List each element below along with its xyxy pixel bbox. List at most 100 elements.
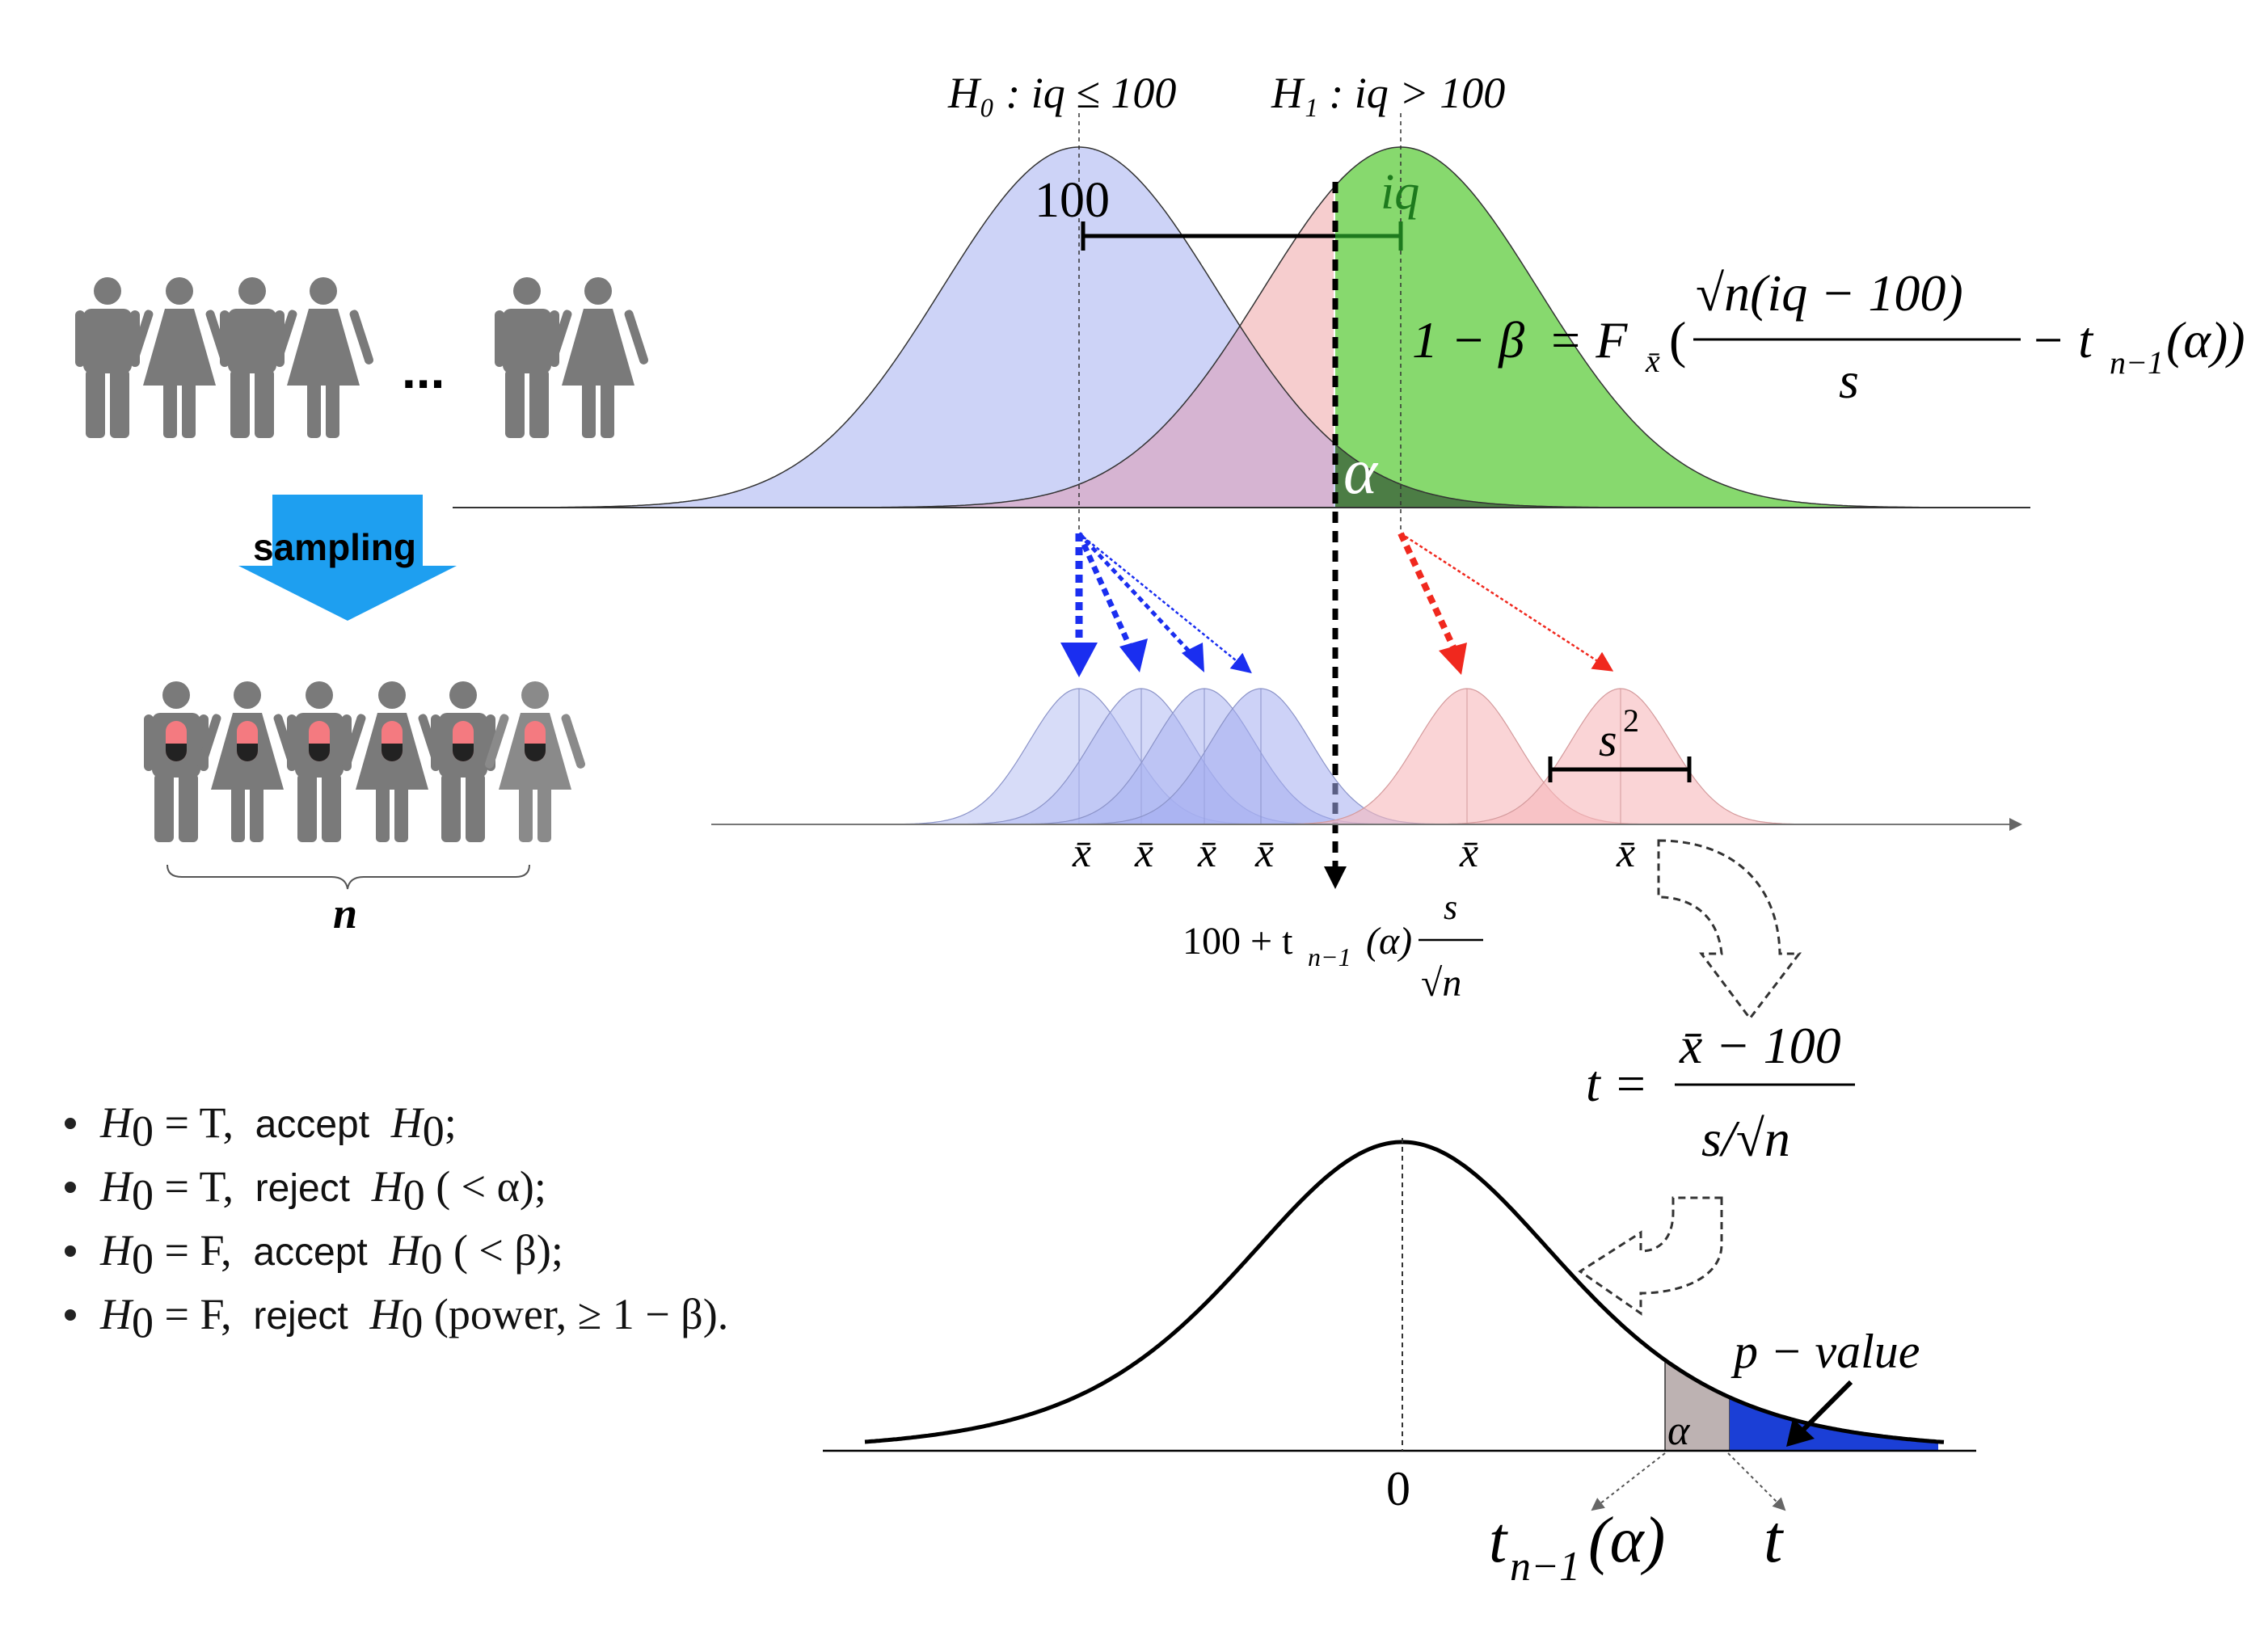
blue-arrowhead-1 [1060, 643, 1098, 677]
h0-curve-line [453, 146, 1704, 508]
sample-group [144, 681, 586, 842]
tcrit-pointer [1591, 1452, 1666, 1511]
crit-num: s [1444, 887, 1457, 927]
critical-value-arrowhead [1324, 866, 1347, 889]
crit-mid: (α) [1366, 920, 1412, 963]
t-formula-lhs: t = [1586, 1055, 1648, 1112]
crit-den: √n [1421, 962, 1461, 1005]
h1-power-region [1335, 147, 2029, 508]
outcome-note: (power, ≥ 1 − β). [423, 1290, 729, 1338]
female-person-icon [129, 277, 230, 438]
xbar-label: x̄ [1197, 830, 1216, 876]
power-tail: − t [2030, 311, 2094, 369]
power-numerator: √n(iq − 100) [1696, 264, 1963, 322]
power-rhs-sub: x̄ [1645, 343, 1660, 379]
male-person-icon [220, 277, 285, 438]
bullet-dot [65, 1245, 76, 1258]
h0-label: H₀ : iq ≤ 100 [947, 69, 1176, 117]
ellipsis: ... [402, 341, 445, 399]
h-symbol: H [100, 1098, 132, 1147]
h-sub-2: 0 [422, 1106, 445, 1156]
blue-arrowhead-2 [1119, 638, 1148, 672]
xbar-label: x̄ [1134, 830, 1153, 876]
t-distribution-plot [823, 1138, 1976, 1452]
xbar-label: x̄ [1616, 830, 1635, 876]
mean-difference-bracket [1081, 221, 1403, 251]
h-symbol-2: H [371, 1162, 403, 1211]
population-group [75, 277, 649, 438]
sampling-arrows [1060, 532, 1614, 677]
female-person-icon [547, 277, 649, 438]
h-symbol: H [100, 1290, 132, 1338]
tcrit-t: t [1489, 1505, 1508, 1576]
decision-outcomes-list: H0 = T, accept H0; H0 = T, reject H0 ( < … [65, 1091, 728, 1347]
h-sub-2: 0 [420, 1234, 443, 1283]
critical-value-formula: 100 + t n−1 (α) s √n [1182, 887, 1483, 1005]
open-paren: ( [1669, 311, 1686, 369]
h-symbol-2: H [390, 1098, 423, 1147]
xbar-label: x̄ [1254, 830, 1274, 876]
blue-arrowhead-3 [1182, 643, 1204, 672]
variance-exponent: 2 [1623, 702, 1639, 739]
power-formula: 1 − β = F x̄ ( √n(iq − 100) s − t n−1 (α… [1412, 264, 2245, 409]
t-distribution-curve [864, 1140, 1945, 1444]
male-person-icon [287, 681, 352, 842]
t-statistic-formula: t = x̄ − 100 s/√n [1586, 1017, 1855, 1167]
alpha-label-top: α [1343, 436, 1379, 508]
h-sub: 0 [132, 1170, 154, 1220]
female-person-icon [484, 681, 586, 842]
h-symbol-2: H [369, 1290, 402, 1338]
red-arrowhead-1 [1439, 643, 1467, 675]
h0-mean-label: 100 [1035, 173, 1110, 228]
outcome-note: ; [444, 1098, 457, 1147]
power-tail-sub: n−1 [2110, 344, 2164, 381]
alpha-label-bottom: α [1667, 1408, 1691, 1454]
male-person-icon [75, 277, 140, 438]
female-person-icon [196, 681, 298, 842]
decision-outcome-item: H0 = T, reject H0 ( < α); [65, 1155, 728, 1220]
truth-value: = F, [154, 1290, 232, 1338]
tcrit-label: t n−1 (α) [1489, 1505, 1665, 1590]
outcome-note: ( < β); [442, 1226, 563, 1275]
power-rhs: = F [1548, 311, 1628, 369]
t-formula-den: s/√n [1701, 1110, 1790, 1167]
h-sub: 0 [132, 1234, 154, 1283]
sample-brace [167, 864, 530, 890]
top-distributions [453, 113, 2030, 889]
bullet-dot [65, 1182, 76, 1194]
female-person-icon [272, 277, 374, 438]
pvalue-region [1730, 1397, 1938, 1451]
xbar-labels: x̄ x̄ x̄ x̄ x̄ x̄ [1072, 830, 1635, 876]
tcrit-tail: (α) [1588, 1505, 1665, 1576]
bullet-dot [65, 1118, 76, 1130]
h1-label: H₁ : iq > 100 [1271, 69, 1505, 117]
power-denominator: s [1839, 352, 1859, 409]
h-sub-2: 0 [403, 1170, 425, 1220]
h1-mean-label: iq [1381, 165, 1419, 220]
h-symbol: H [100, 1226, 132, 1275]
h-sub-2: 0 [401, 1298, 424, 1347]
sampling-label: sampling [253, 526, 416, 568]
zero-label: 0 [1386, 1462, 1410, 1515]
decision-action: reject [253, 1295, 348, 1338]
decision-outcome-item: H0 = F, accept H0 ( < β); [65, 1219, 728, 1283]
power-lhs: 1 − β [1412, 311, 1524, 369]
curved-arrow-lower [1578, 1196, 1723, 1316]
h1-curve-line [776, 146, 2030, 508]
variance-bracket: s 2 [1548, 702, 1692, 782]
pvalue-pointer-head [1786, 1418, 1815, 1447]
h-symbol-2: H [389, 1226, 421, 1275]
female-person-icon [341, 681, 443, 842]
bullet-dot [65, 1309, 76, 1321]
truth-value: = T, [154, 1162, 234, 1211]
h-symbol: H [100, 1162, 132, 1211]
decision-outcome-item: H0 = T, accept H0; [65, 1091, 728, 1156]
xbar-label: x̄ [1072, 830, 1091, 876]
h0-distribution [453, 147, 1704, 508]
xbar-label: x̄ [1459, 830, 1478, 876]
variance-label: s [1599, 714, 1617, 766]
t-pointer [1727, 1452, 1786, 1511]
alpha-region [1335, 444, 1704, 508]
t-formula-num: x̄ − 100 [1679, 1017, 1841, 1074]
